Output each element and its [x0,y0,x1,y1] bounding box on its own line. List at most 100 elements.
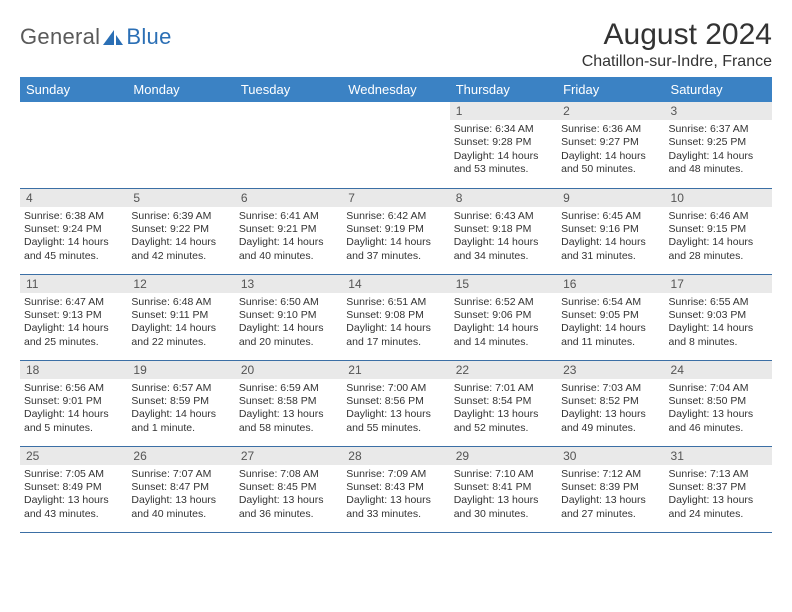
calendar-week-row: 1Sunrise: 6:34 AMSunset: 9:28 PMDaylight… [20,102,772,188]
sunset-text: Sunset: 9:05 PM [561,309,660,322]
day-number: 20 [235,361,342,379]
day-number: 15 [450,275,557,293]
logo-text-right: Blue [126,24,171,50]
day-content: Sunrise: 6:47 AMSunset: 9:13 PMDaylight:… [20,293,127,353]
calendar-day-cell: 2Sunrise: 6:36 AMSunset: 9:27 PMDaylight… [557,102,664,188]
sunrise-text: Sunrise: 7:00 AM [346,382,445,395]
sunrise-text: Sunrise: 7:05 AM [24,468,123,481]
calendar-day-cell: 26Sunrise: 7:07 AMSunset: 8:47 PMDayligh… [127,446,234,532]
sunrise-text: Sunrise: 7:12 AM [561,468,660,481]
calendar-week-row: 11Sunrise: 6:47 AMSunset: 9:13 PMDayligh… [20,274,772,360]
daylight-text: Daylight: 14 hours and 11 minutes. [561,322,660,349]
day-content: Sunrise: 6:46 AMSunset: 9:15 PMDaylight:… [665,207,772,267]
logo-text-left: General [20,24,100,50]
day-content: Sunrise: 6:55 AMSunset: 9:03 PMDaylight:… [665,293,772,353]
daylight-text: Daylight: 14 hours and 31 minutes. [561,236,660,263]
calendar-day-cell: 22Sunrise: 7:01 AMSunset: 8:54 PMDayligh… [450,360,557,446]
calendar-day-cell [342,102,449,188]
day-header: Sunday [20,77,127,102]
sunrise-text: Sunrise: 6:37 AM [669,123,768,136]
daylight-text: Daylight: 13 hours and 58 minutes. [239,408,338,435]
day-number: 26 [127,447,234,465]
daylight-text: Daylight: 14 hours and 28 minutes. [669,236,768,263]
sunrise-text: Sunrise: 6:57 AM [131,382,230,395]
day-number: 18 [20,361,127,379]
sunset-text: Sunset: 9:06 PM [454,309,553,322]
daylight-text: Daylight: 13 hours and 27 minutes. [561,494,660,521]
sunset-text: Sunset: 9:10 PM [239,309,338,322]
calendar-day-cell: 17Sunrise: 6:55 AMSunset: 9:03 PMDayligh… [665,274,772,360]
day-number: 17 [665,275,772,293]
day-number: 4 [20,189,127,207]
sunrise-text: Sunrise: 6:56 AM [24,382,123,395]
sunset-text: Sunset: 8:54 PM [454,395,553,408]
day-number: 22 [450,361,557,379]
sunrise-text: Sunrise: 7:03 AM [561,382,660,395]
calendar-day-cell: 27Sunrise: 7:08 AMSunset: 8:45 PMDayligh… [235,446,342,532]
daylight-text: Daylight: 13 hours and 49 minutes. [561,408,660,435]
day-content: Sunrise: 7:10 AMSunset: 8:41 PMDaylight:… [450,465,557,525]
calendar-day-cell: 1Sunrise: 6:34 AMSunset: 9:28 PMDaylight… [450,102,557,188]
day-number: 5 [127,189,234,207]
calendar-day-cell: 14Sunrise: 6:51 AMSunset: 9:08 PMDayligh… [342,274,449,360]
daylight-text: Daylight: 14 hours and 1 minute. [131,408,230,435]
day-number: 23 [557,361,664,379]
sunrise-text: Sunrise: 6:54 AM [561,296,660,309]
day-content: Sunrise: 6:48 AMSunset: 9:11 PMDaylight:… [127,293,234,353]
day-content: Sunrise: 7:08 AMSunset: 8:45 PMDaylight:… [235,465,342,525]
calendar-day-cell: 23 Sunrise: 7:03 AMSunset: 8:52 PMDayligh… [557,360,664,446]
sunrise-text: Sunrise: 6:51 AM [346,296,445,309]
day-number: 13 [235,275,342,293]
calendar-day-cell: 15Sunrise: 6:52 AMSunset: 9:06 PMDayligh… [450,274,557,360]
day-content: Sunrise: 7:04 AMSunset: 8:50 PMDaylight:… [665,379,772,439]
day-content: Sunrise: 6:34 AMSunset: 9:28 PMDaylight:… [450,120,557,180]
day-number: 25 [20,447,127,465]
day-content: Sunrise: 6:52 AMSunset: 9:06 PMDaylight:… [450,293,557,353]
sunset-text: Sunset: 8:45 PM [239,481,338,494]
sunset-text: Sunset: 8:43 PM [346,481,445,494]
daylight-text: Daylight: 14 hours and 40 minutes. [239,236,338,263]
daylight-text: Daylight: 14 hours and 8 minutes. [669,322,768,349]
day-number: 29 [450,447,557,465]
day-content: Sunrise: 6:39 AMSunset: 9:22 PMDaylight:… [127,207,234,267]
day-number: 12 [127,275,234,293]
day-number: 2 [557,102,664,120]
day-content: Sunrise: 7:05 AMSunset: 8:49 PMDaylight:… [20,465,127,525]
sunrise-text: Sunrise: 6:48 AM [131,296,230,309]
day-content: Sunrise: 7:00 AMSunset: 8:56 PMDaylight:… [342,379,449,439]
day-content: Sunrise: 7:12 AMSunset: 8:39 PMDaylight:… [557,465,664,525]
day-number: 9 [557,189,664,207]
day-content: Sunrise: 6:36 AMSunset: 9:27 PMDaylight:… [557,120,664,180]
daylight-text: Daylight: 13 hours and 24 minutes. [669,494,768,521]
calendar-day-cell: 10Sunrise: 6:46 AMSunset: 9:15 PMDayligh… [665,188,772,274]
sunset-text: Sunset: 8:52 PM [561,395,660,408]
daylight-text: Daylight: 14 hours and 48 minutes. [669,150,768,177]
calendar-day-cell [127,102,234,188]
sunset-text: Sunset: 8:39 PM [561,481,660,494]
sunset-text: Sunset: 9:15 PM [669,223,768,236]
sunset-text: Sunset: 9:27 PM [561,136,660,149]
daylight-text: Daylight: 14 hours and 14 minutes. [454,322,553,349]
day-header: Monday [127,77,234,102]
day-content: Sunrise: 6:41 AMSunset: 9:21 PMDaylight:… [235,207,342,267]
daylight-text: Daylight: 13 hours and 43 minutes. [24,494,123,521]
sunset-text: Sunset: 9:19 PM [346,223,445,236]
daylight-text: Daylight: 14 hours and 45 minutes. [24,236,123,263]
calendar-day-cell: 3Sunrise: 6:37 AMSunset: 9:25 PMDaylight… [665,102,772,188]
day-number: 24 [665,361,772,379]
calendar-day-cell: 8Sunrise: 6:43 AMSunset: 9:18 PMDaylight… [450,188,557,274]
sunrise-text: Sunrise: 7:08 AM [239,468,338,481]
day-header: Friday [557,77,664,102]
calendar-day-cell: 24Sunrise: 7:04 AMSunset: 8:50 PMDayligh… [665,360,772,446]
sunrise-text: Sunrise: 6:59 AM [239,382,338,395]
page-header: General Blue August 2024 Chatillon-sur-I… [20,18,772,71]
sunrise-text: Sunrise: 7:04 AM [669,382,768,395]
daylight-text: Daylight: 13 hours and 30 minutes. [454,494,553,521]
sunset-text: Sunset: 8:41 PM [454,481,553,494]
daylight-text: Daylight: 14 hours and 34 minutes. [454,236,553,263]
calendar-day-cell: 29Sunrise: 7:10 AMSunset: 8:41 PMDayligh… [450,446,557,532]
day-number: 6 [235,189,342,207]
calendar-week-row: 18Sunrise: 6:56 AMSunset: 9:01 PMDayligh… [20,360,772,446]
daylight-text: Daylight: 13 hours and 52 minutes. [454,408,553,435]
daylight-text: Daylight: 13 hours and 46 minutes. [669,408,768,435]
